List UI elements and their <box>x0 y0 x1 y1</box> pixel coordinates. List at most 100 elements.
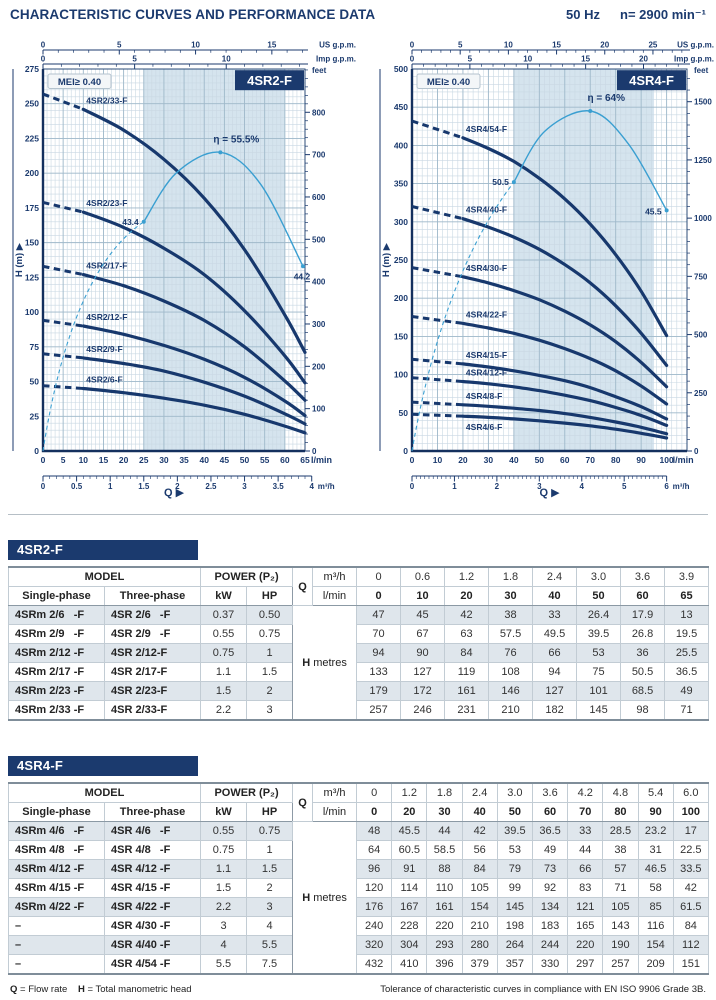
power-hp: 5.5 <box>246 935 294 955</box>
head-curve-dashed <box>42 264 84 277</box>
single-phase-header: Single-phase <box>8 586 105 606</box>
gpm-tick-label: 10 <box>523 55 532 64</box>
feet-tick-label: 400 <box>312 278 326 287</box>
feet-tick-label: 300 <box>312 320 326 329</box>
q-lmin-value: 20 <box>391 802 428 822</box>
feet-tick-label: 1000 <box>694 214 712 223</box>
head-value: 33.5 <box>672 859 709 879</box>
y-axis-tick-label: 350 <box>394 179 408 189</box>
power-hp: 1.5 <box>246 859 294 879</box>
power-kw: 0.75 <box>200 643 248 663</box>
head-value: 88 <box>426 859 463 879</box>
q-m3h-value: 1.8 <box>488 566 534 587</box>
head-value: 39.5 <box>496 821 533 841</box>
q-lmin-value: 40 <box>532 586 578 606</box>
head-value: 119 <box>444 662 490 682</box>
power-kw: 5.5 <box>200 954 248 975</box>
chart-4sr4-f: 0 50 100 150 200 250 300 350 400 450 500 0 10 20 30 40 5… <box>358 34 716 519</box>
head-value: 112 <box>672 935 709 955</box>
lmin-unit-header: l/min <box>312 802 358 822</box>
head-value: 105 <box>461 878 498 898</box>
head-value: 396 <box>426 954 463 975</box>
q-lmin-value: 20 <box>444 586 490 606</box>
q-lmin-value: 60 <box>620 586 666 606</box>
q-m3h-value: 3.0 <box>576 566 622 587</box>
head-curve-dashed <box>411 205 464 221</box>
head-value: 53 <box>576 643 622 663</box>
q-lmin-value: 0 <box>356 586 402 606</box>
power-hp: 0.50 <box>246 605 294 625</box>
m3h-tick-label: 3.5 <box>273 482 285 491</box>
y-axis-tick-label: 25 <box>30 411 40 421</box>
head-value: 90 <box>400 643 446 663</box>
q-m3h-value: 2.4 <box>461 782 498 803</box>
q-m3h-value: 0.6 <box>400 566 446 587</box>
h-metres-label: H metres <box>292 605 358 721</box>
power-header: POWER (P₂) <box>200 566 294 587</box>
hp-header: HP <box>246 802 294 822</box>
feet-tick-label: 0 <box>694 447 699 456</box>
m3h-tick-label: 0 <box>410 482 415 491</box>
head-value: 66 <box>567 859 604 879</box>
mei-badge <box>416 73 481 89</box>
q-lmin-value: 100 <box>672 802 709 822</box>
q-m3h-value: 3.6 <box>620 566 666 587</box>
head-value: 105 <box>602 897 639 917</box>
curve-label: 4SR4/40-F <box>466 205 507 215</box>
section-divider <box>8 514 708 515</box>
header-row-2: Single-phase Three-phase kW HP l/min 0 20 30 40 5… <box>8 802 709 822</box>
grid-major <box>43 69 305 451</box>
q-m3h-value: 1.8 <box>426 782 463 803</box>
feet-tick-label: 250 <box>694 389 708 398</box>
q-lmin-value: 30 <box>426 802 463 822</box>
q-m3h-value: 5.4 <box>637 782 674 803</box>
model-three-phase: 4SR 4/6 -F <box>103 821 202 841</box>
kw-header: kW <box>200 586 248 606</box>
power-hp: 4 <box>246 916 294 936</box>
operating-range-band <box>143 69 285 451</box>
curve-label: 4SR2/6-F <box>86 374 122 384</box>
head-value: 53 <box>496 840 533 860</box>
q-lmin-value: 50 <box>496 802 533 822</box>
feet-tick-label: 500 <box>312 235 326 244</box>
curve-label: 4SR2/23-F <box>86 198 127 208</box>
y-axis-tick-label: 75 <box>30 342 40 352</box>
table-row: 4SRm 2/6 -F 4SR 2/6 -F 0.37 0.50 H metres 47 4… <box>8 605 710 721</box>
head-value: 179 <box>356 681 402 701</box>
chart-4sr2-f: 0 25 50 75 100 125 150 175 200 225 250 275 0 5 10 15 20 2… <box>8 34 358 519</box>
curve-label: 4SR4/30-F <box>466 263 507 273</box>
efficiency-point <box>218 150 223 155</box>
head-value: 57 <box>602 859 639 879</box>
head-value: 49 <box>531 840 569 860</box>
head-curve-dashed <box>411 412 463 418</box>
head-value: 330 <box>531 954 569 975</box>
head-value: 42 <box>444 605 490 625</box>
q-lmin-value: 0 <box>356 802 393 822</box>
x-axis-tick-label: 40 <box>199 455 209 465</box>
head-value: 297 <box>567 954 604 975</box>
x-axis-tick-label: 20 <box>458 455 468 465</box>
head-value: 23.2 <box>637 821 674 841</box>
efficiency-peak-label: η = 55.5% <box>213 134 259 145</box>
head-value: 84 <box>672 916 709 936</box>
power-kw: 2.2 <box>200 897 248 917</box>
head-curve <box>81 210 307 385</box>
q-lmin-value: 65 <box>664 586 710 606</box>
head-value: 39.5 <box>576 624 622 644</box>
head-value: 22.5 <box>672 840 709 860</box>
head-value: 26.8 <box>620 624 666 644</box>
head-value: 240 <box>356 916 393 936</box>
m3h-tick-label: 6 <box>664 482 669 491</box>
head-value: 36.5 <box>531 821 569 841</box>
head-value: 98 <box>620 700 666 721</box>
head-value: 91 <box>391 859 428 879</box>
q-m3h-value: 3.6 <box>531 782 569 803</box>
m3h-tick-label: 4 <box>580 482 585 491</box>
power-hp: 1.5 <box>246 662 294 682</box>
head-value: 17.9 <box>620 605 666 625</box>
power-hp: 1 <box>246 643 294 663</box>
